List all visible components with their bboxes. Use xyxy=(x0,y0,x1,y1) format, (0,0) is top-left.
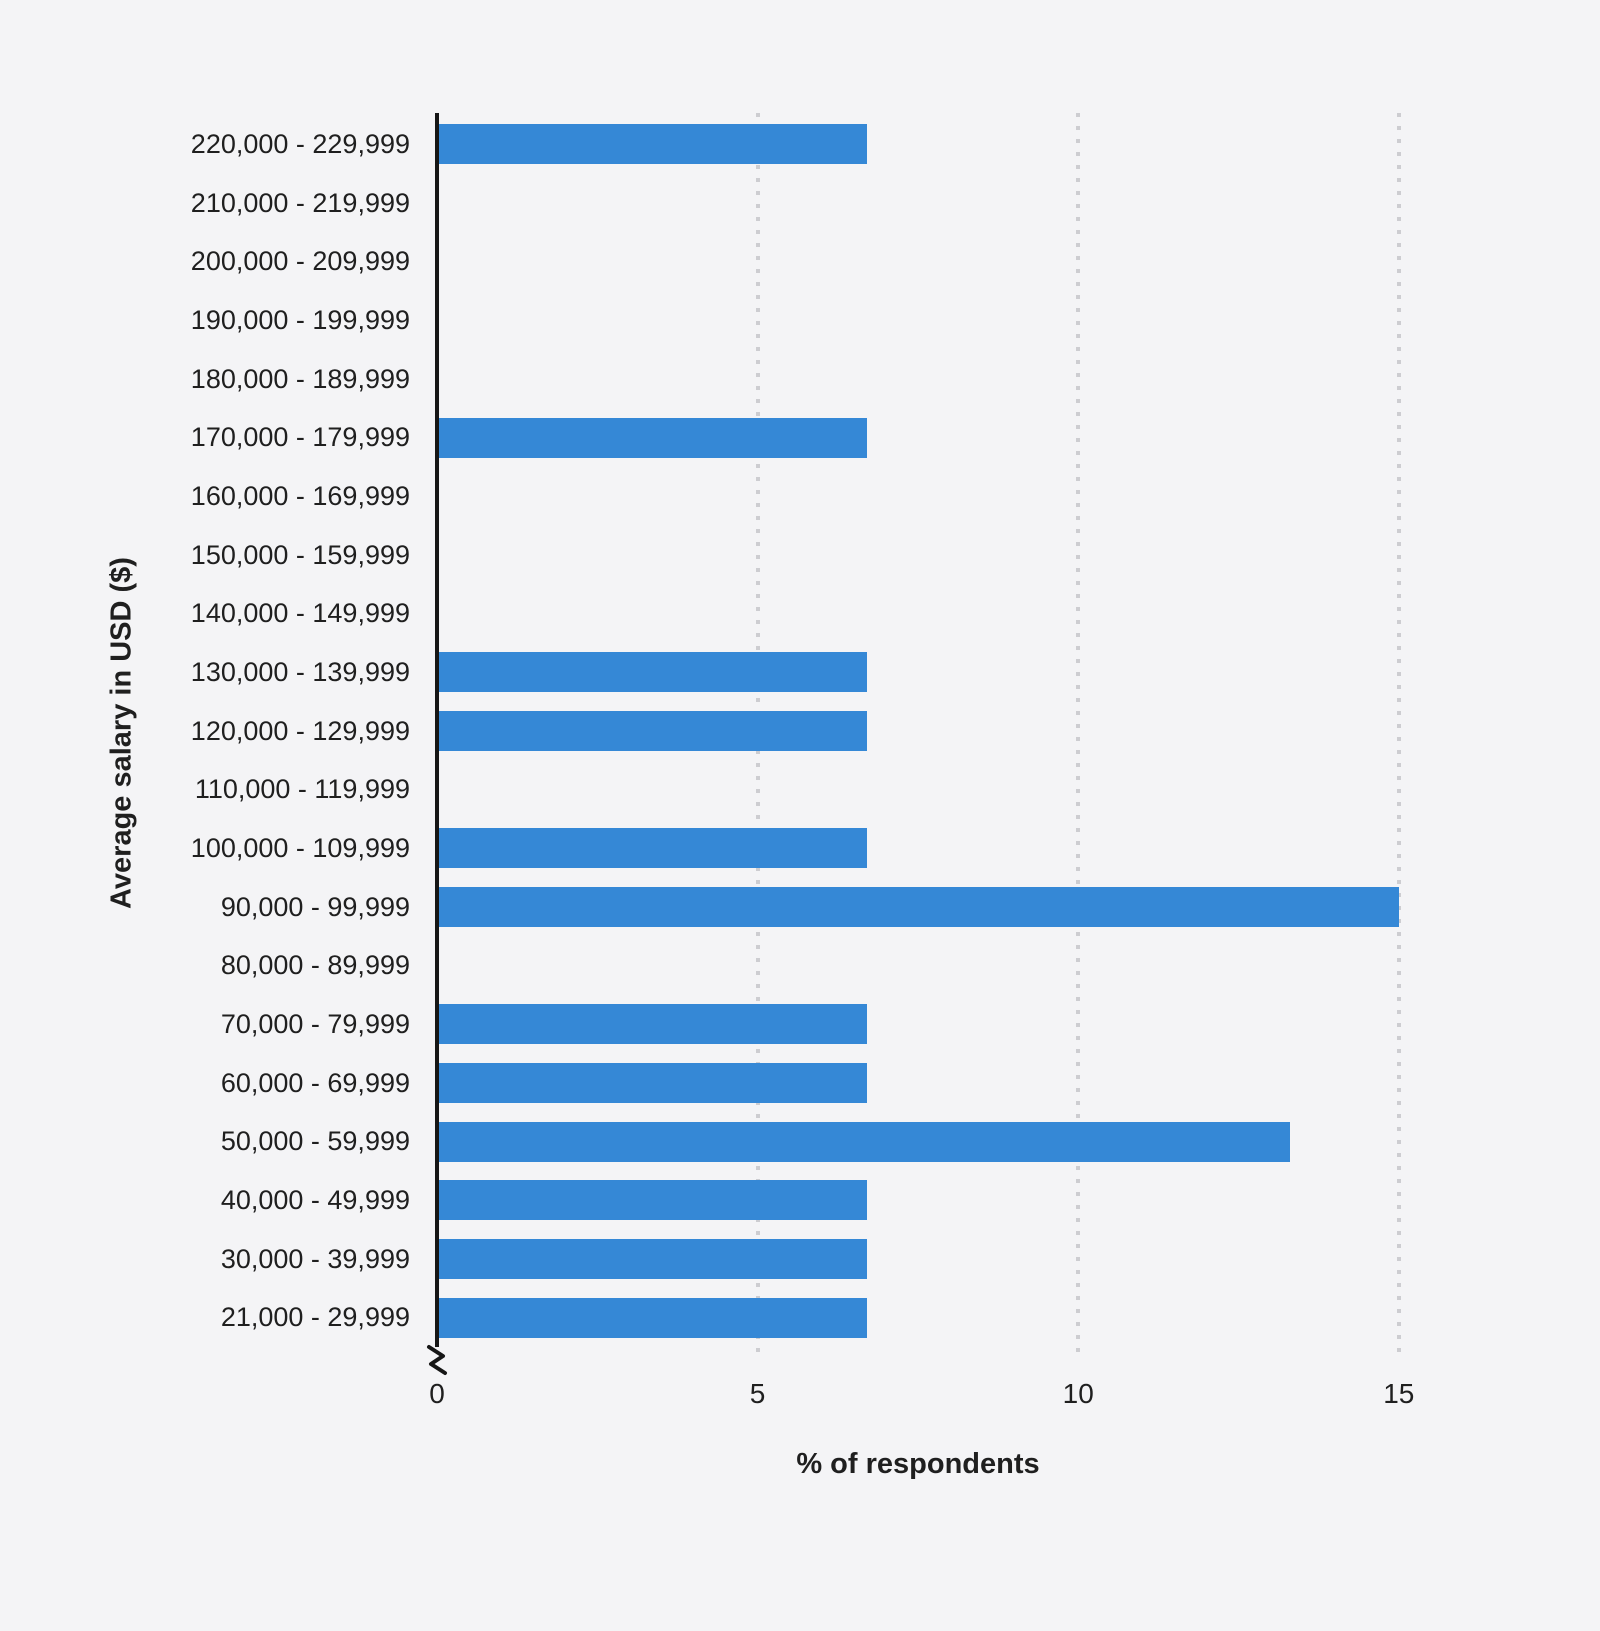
x-tick-label: 5 xyxy=(749,1378,766,1409)
bar-track xyxy=(437,594,1495,634)
category-label: 180,000 - 189,999 xyxy=(190,363,410,394)
category-label: 120,000 - 129,999 xyxy=(190,715,410,746)
bar xyxy=(437,1297,867,1338)
x-axis-title: % of respondents xyxy=(796,1448,1040,1480)
bar-row: 120,000 - 129,999 xyxy=(0,702,1495,761)
bar-row: 60,000 - 69,999 xyxy=(0,1054,1495,1113)
bar-track xyxy=(437,535,1495,575)
bar-row: 170,000 - 179,999 xyxy=(0,408,1495,467)
bar xyxy=(437,417,867,458)
bar-row: 50,000 - 59,999 xyxy=(0,1112,1495,1171)
category-label: 190,000 - 199,999 xyxy=(190,304,410,335)
bar-track xyxy=(437,417,1495,458)
category-label: 150,000 - 159,999 xyxy=(190,539,410,570)
category-label: 110,000 - 119,999 xyxy=(194,774,410,805)
bar xyxy=(437,1180,867,1221)
bar-row: 180,000 - 189,999 xyxy=(0,350,1495,409)
bar-track xyxy=(437,770,1495,810)
bar-track xyxy=(437,1239,1495,1280)
bar-row: 210,000 - 219,999 xyxy=(0,174,1495,233)
bar-track xyxy=(437,183,1495,223)
x-tick-label: 15 xyxy=(1383,1378,1415,1409)
bar-row: 70,000 - 79,999 xyxy=(0,995,1495,1054)
category-label: 30,000 - 39,999 xyxy=(220,1243,410,1274)
category-label: 220,000 - 229,999 xyxy=(190,128,410,159)
gridline xyxy=(1396,113,1401,1359)
category-label: 70,000 - 79,999 xyxy=(220,1008,410,1039)
bar xyxy=(437,652,867,693)
bar xyxy=(437,887,1399,928)
bar-track xyxy=(437,1297,1495,1338)
category-label: 100,000 - 109,999 xyxy=(190,832,410,863)
bar xyxy=(437,1004,867,1045)
category-label: 140,000 - 149,999 xyxy=(190,598,410,629)
bar-row: 190,000 - 199,999 xyxy=(0,291,1495,350)
bar-row: 21,000 - 29,999 xyxy=(0,1288,1495,1347)
category-label: 200,000 - 209,999 xyxy=(190,246,410,277)
bar-row: 90,000 - 99,999 xyxy=(0,878,1495,937)
category-label: 60,000 - 69,999 xyxy=(220,1067,410,1098)
category-label: 21,000 - 29,999 xyxy=(220,1302,410,1333)
category-label: 80,000 - 89,999 xyxy=(220,950,410,981)
bar-track xyxy=(437,1004,1495,1045)
bar-track xyxy=(437,300,1495,340)
bar-track xyxy=(437,711,1495,752)
category-label: 210,000 - 219,999 xyxy=(190,187,410,218)
bar-row: 150,000 - 159,999 xyxy=(0,526,1495,585)
category-label: 40,000 - 49,999 xyxy=(220,1184,410,1215)
bar-row: 200,000 - 209,999 xyxy=(0,232,1495,291)
bar-track xyxy=(437,1121,1495,1162)
bar-track xyxy=(437,124,1495,165)
bar-row: 30,000 - 39,999 xyxy=(0,1230,1495,1289)
category-label: 160,000 - 169,999 xyxy=(190,480,410,511)
y-axis-line xyxy=(435,113,439,1347)
bar-row: 80,000 - 89,999 xyxy=(0,936,1495,995)
category-label: 130,000 - 139,999 xyxy=(190,656,410,687)
bar-row: 160,000 - 169,999 xyxy=(0,467,1495,526)
bar xyxy=(437,1239,867,1280)
bar-track xyxy=(437,1063,1495,1104)
bar xyxy=(437,1063,867,1104)
bar-track xyxy=(437,828,1495,869)
bar xyxy=(437,124,867,165)
bar-row: 220,000 - 229,999 xyxy=(0,115,1495,174)
bar-track xyxy=(437,887,1495,928)
bar-row: 130,000 - 139,999 xyxy=(0,643,1495,702)
category-label: 170,000 - 179,999 xyxy=(190,422,410,453)
category-label: 50,000 - 59,999 xyxy=(220,1126,410,1157)
x-tick-label: 10 xyxy=(1062,1378,1094,1409)
bar-track xyxy=(437,946,1495,986)
bar-rows: 220,000 - 229,999 210,000 - 219,999 200,00… xyxy=(0,115,1495,1347)
bar xyxy=(437,1121,1290,1162)
bar-track xyxy=(437,1180,1495,1221)
axis-break-icon xyxy=(427,1345,447,1375)
category-label: 90,000 - 99,999 xyxy=(220,891,410,922)
bar-row: 40,000 - 49,999 xyxy=(0,1171,1495,1230)
bar-track xyxy=(437,652,1495,693)
gridline xyxy=(1076,113,1081,1359)
bar-track xyxy=(437,242,1495,282)
bar-track xyxy=(437,476,1495,516)
bar-row: 110,000 - 119,999 xyxy=(0,760,1495,819)
x-tick-label: 0 xyxy=(429,1378,445,1409)
bar-row: 100,000 - 109,999 xyxy=(0,819,1495,878)
bar xyxy=(437,828,867,869)
bar-row: 140,000 - 149,999 xyxy=(0,584,1495,643)
bar-track xyxy=(437,359,1495,399)
x-axis-ticks: 0 5 10 15 xyxy=(429,1378,1495,1414)
bar xyxy=(437,711,867,752)
